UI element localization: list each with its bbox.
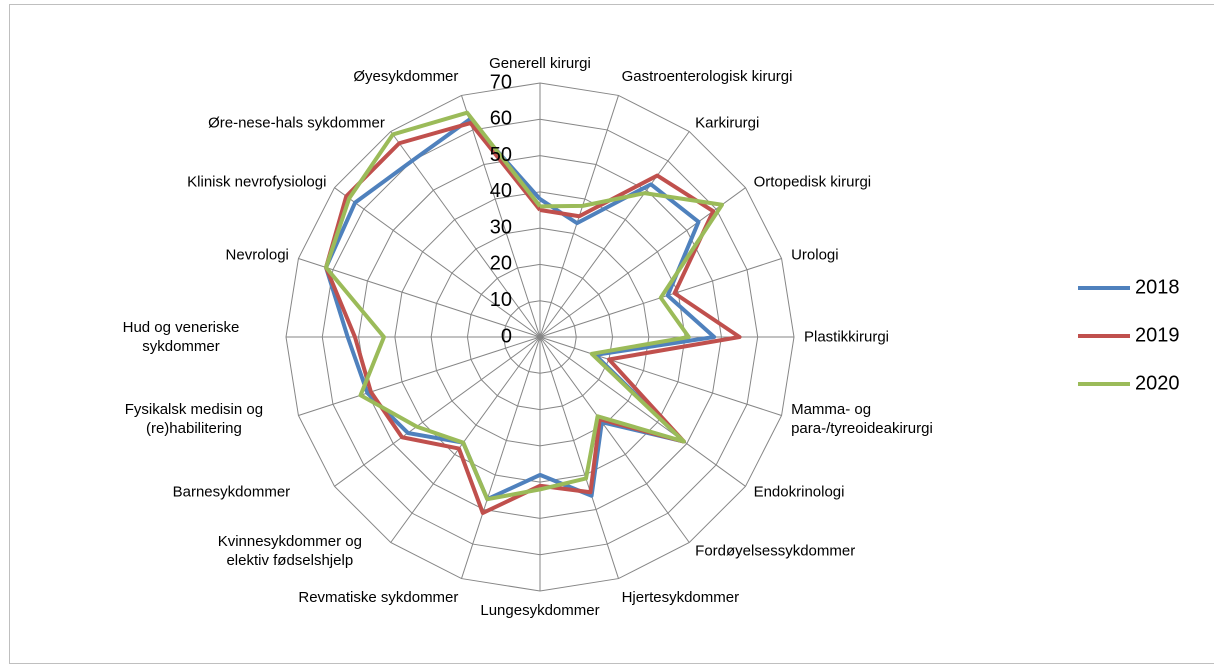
legend-label: 2020 — [1135, 372, 1180, 394]
tick-label: 0 — [501, 325, 512, 347]
tick-label: 40 — [490, 180, 512, 202]
tick-label: 20 — [490, 253, 512, 275]
spoke — [539, 131, 690, 338]
spoke — [539, 336, 746, 487]
category-label: Øre-nese-hals sykdommer — [208, 114, 385, 132]
spoke — [334, 187, 541, 338]
spoke — [390, 131, 541, 338]
tick-label: 50 — [490, 144, 512, 166]
category-label: Fysikalsk medisin og (re)habilitering — [124, 400, 264, 437]
category-label: Kvinnesykdommer og elektiv fødselshjelp — [217, 532, 362, 569]
legend-label: 2018 — [1135, 276, 1180, 298]
category-label: Revmatiske sykdommer — [298, 589, 459, 607]
tick-label: 60 — [490, 108, 512, 130]
category-label: Barnesykdommer — [172, 483, 291, 501]
spoke — [298, 258, 541, 338]
category-label: Gastroenterologisk kirurgi — [621, 67, 793, 85]
series-line — [324, 117, 717, 502]
category-label: Fordøyelsessykdommer — [695, 542, 856, 560]
tick-label: 30 — [490, 216, 512, 238]
category-label: Endokrinologi — [753, 483, 845, 501]
tick-label: 10 — [490, 289, 512, 311]
category-label: Nevrologi — [225, 246, 289, 264]
spoke — [390, 336, 541, 543]
spoke — [461, 336, 541, 579]
category-label: Generell kirurgi — [489, 55, 591, 72]
category-label: Hjertesykdommer — [621, 589, 740, 607]
spoke — [334, 336, 541, 487]
spoke — [539, 336, 782, 416]
category-label: Karkirurgi — [695, 114, 760, 132]
tick-label: 70 — [490, 71, 512, 93]
category-label: Mamma- og para-/tyreoideakirurgi — [791, 400, 933, 437]
category-label: Hud og veneriske sykdommer — [122, 319, 240, 355]
category-label: Ortopedisk kirurgi — [753, 173, 872, 191]
spoke — [298, 336, 541, 416]
legend-label: 2019 — [1135, 324, 1180, 346]
category-label: Plastikkirurgi — [804, 328, 890, 346]
category-label: Urologi — [791, 246, 839, 264]
series-line — [324, 110, 725, 502]
category-label: Klinisk nevrofysiologi — [187, 173, 327, 191]
category-label: Lungesykdommer — [480, 602, 600, 619]
spoke — [539, 336, 619, 579]
spoke — [539, 336, 690, 543]
spoke — [461, 95, 541, 338]
category-label: Øyesykdommer — [353, 67, 459, 85]
